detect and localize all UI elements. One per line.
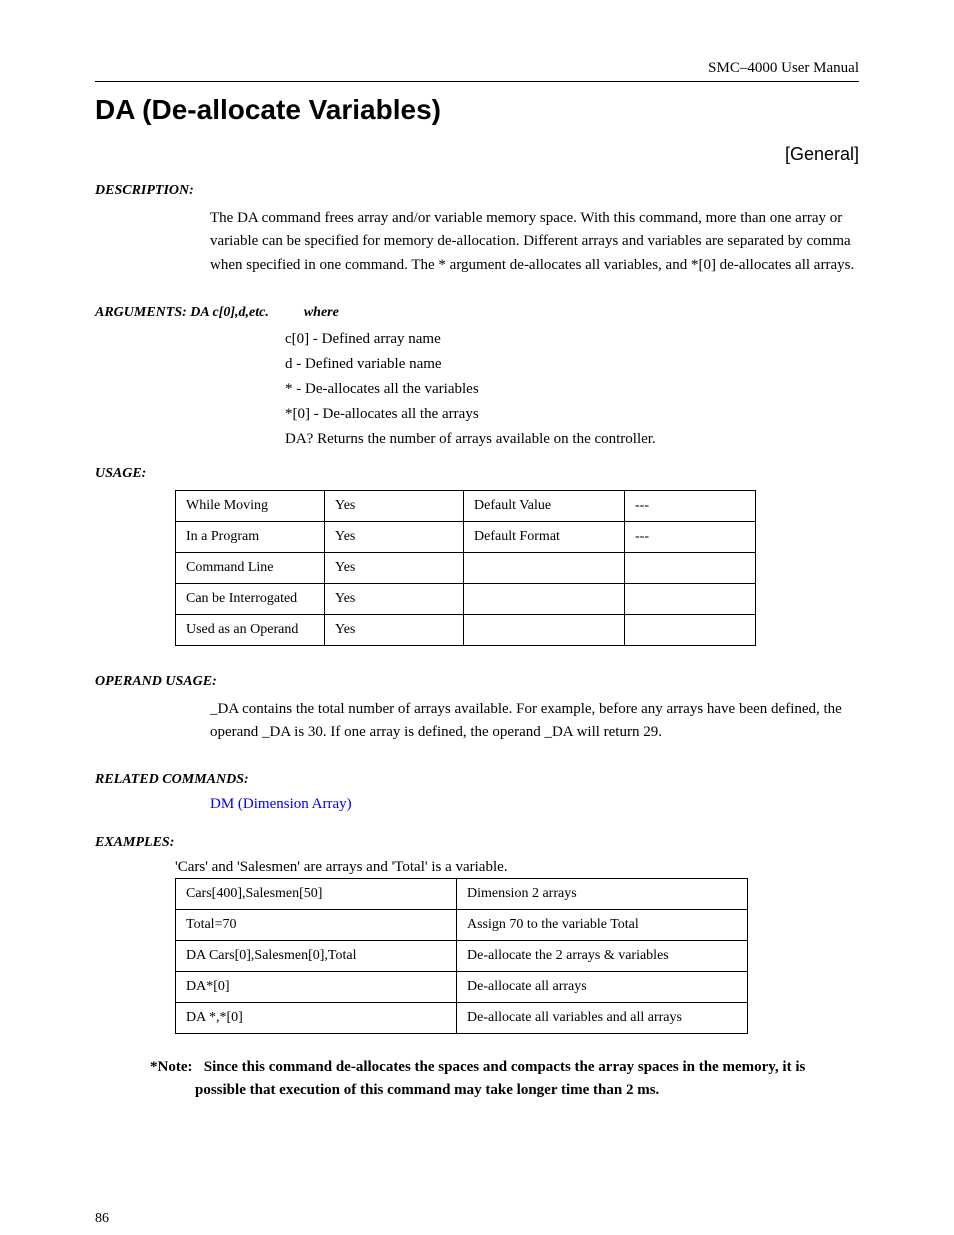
argument-item: DA? Returns the number of arrays availab… <box>285 431 859 448</box>
examples-label: EXAMPLES: <box>95 835 859 851</box>
usage-cell: --- <box>625 521 756 552</box>
page-number: 86 <box>95 1211 109 1227</box>
description-label: DESCRIPTION: <box>95 183 859 199</box>
table-row: Can be Interrogated Yes <box>176 583 756 614</box>
category-label: [General] <box>95 144 859 165</box>
examples-table: Cars[400],Salesmen[50] Dimension 2 array… <box>175 878 748 1034</box>
usage-cell: Used as an Operand <box>176 614 325 645</box>
usage-cell: Can be Interrogated <box>176 583 325 614</box>
argument-item: *[0] - De-allocates all the arrays <box>285 406 859 423</box>
arguments-where: where <box>304 305 339 320</box>
table-row: DA Cars[0],Salesmen[0],Total De-allocate… <box>176 941 748 972</box>
operand-usage-text: _DA contains the total number of arrays … <box>210 698 859 745</box>
examples-caption: 'Cars' and 'Salesmen' are arrays and 'To… <box>175 859 859 876</box>
example-cell: Assign 70 to the variable Total <box>457 910 748 941</box>
example-cell: DA Cars[0],Salesmen[0],Total <box>176 941 457 972</box>
usage-table: While Moving Yes Default Value --- In a … <box>175 490 756 646</box>
arguments-label: ARGUMENTS: DA c[0],d,etc. where <box>95 305 859 321</box>
usage-cell: Yes <box>325 490 464 521</box>
related-commands-label: RELATED COMMANDS: <box>95 772 859 788</box>
usage-cell: --- <box>625 490 756 521</box>
usage-cell: In a Program <box>176 521 325 552</box>
operand-usage-label: OPERAND USAGE: <box>95 674 859 690</box>
table-row: DA *,*[0] De-allocate all variables and … <box>176 1003 748 1034</box>
header-rule <box>95 81 859 82</box>
description-text: The DA command frees array and/or variab… <box>210 207 859 277</box>
table-row: In a Program Yes Default Format --- <box>176 521 756 552</box>
usage-cell <box>625 552 756 583</box>
example-cell: DA*[0] <box>176 972 457 1003</box>
argument-item: c[0] - Defined array name <box>285 331 859 348</box>
argument-item: * - De-allocates all the variables <box>285 381 859 398</box>
table-row: Used as an Operand Yes <box>176 614 756 645</box>
usage-cell: Command Line <box>176 552 325 583</box>
usage-cell <box>625 614 756 645</box>
page-title: DA (De-allocate Variables) <box>95 94 859 126</box>
usage-cell: Yes <box>325 614 464 645</box>
usage-cell: While Moving <box>176 490 325 521</box>
usage-cell: Yes <box>325 552 464 583</box>
usage-cell: Default Format <box>464 521 625 552</box>
table-row: While Moving Yes Default Value --- <box>176 490 756 521</box>
example-cell: De-allocate all arrays <box>457 972 748 1003</box>
table-row: Total=70 Assign 70 to the variable Total <box>176 910 748 941</box>
header-manual-title: SMC–4000 User Manual <box>95 60 859 77</box>
usage-cell <box>464 614 625 645</box>
example-cell: Cars[400],Salesmen[50] <box>176 879 457 910</box>
example-cell: DA *,*[0] <box>176 1003 457 1034</box>
table-row: Command Line Yes <box>176 552 756 583</box>
example-cell: Dimension 2 arrays <box>457 879 748 910</box>
usage-cell <box>464 552 625 583</box>
usage-label: USAGE: <box>95 466 859 482</box>
note-text: *Note: Since this command de-allocates t… <box>150 1056 859 1101</box>
example-cell: Total=70 <box>176 910 457 941</box>
usage-cell: Yes <box>325 583 464 614</box>
table-row: Cars[400],Salesmen[50] Dimension 2 array… <box>176 879 748 910</box>
arguments-list: c[0] - Defined array name d - Defined va… <box>285 331 859 448</box>
example-cell: De-allocate the 2 arrays & variables <box>457 941 748 972</box>
related-command-link[interactable]: DM (Dimension Array) <box>210 796 859 813</box>
usage-cell: Default Value <box>464 490 625 521</box>
usage-cell <box>464 583 625 614</box>
usage-cell: Yes <box>325 521 464 552</box>
arguments-label-text: ARGUMENTS: DA c[0],d,etc. <box>95 305 269 320</box>
table-row: DA*[0] De-allocate all arrays <box>176 972 748 1003</box>
note-prefix: *Note: <box>150 1059 192 1075</box>
note-body: Since this command de-allocates the spac… <box>195 1059 805 1098</box>
argument-item: d - Defined variable name <box>285 356 859 373</box>
usage-cell <box>625 583 756 614</box>
example-cell: De-allocate all variables and all arrays <box>457 1003 748 1034</box>
